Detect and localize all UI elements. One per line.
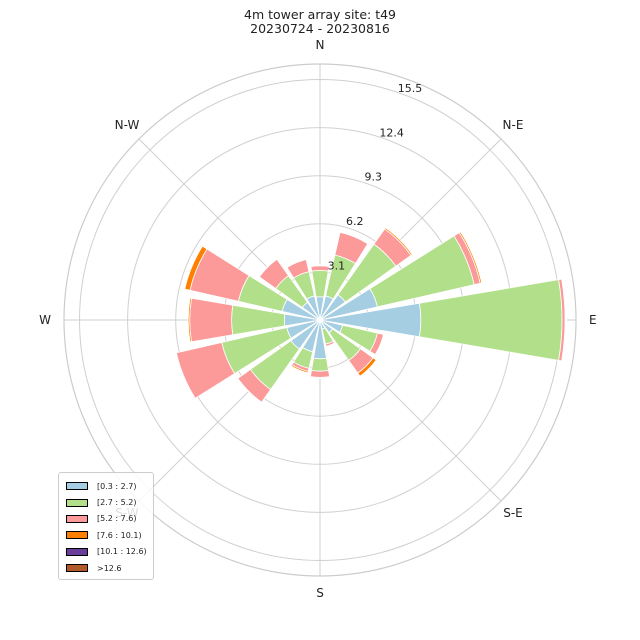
- legend-item: [10.1 : 12.6): [66, 544, 153, 560]
- windrose-bar: [375, 334, 385, 356]
- legend-item: [2.7 : 5.2): [66, 494, 153, 510]
- legend-swatch: [66, 498, 88, 507]
- windrose-bar: [286, 258, 307, 268]
- direction-label: N-E: [503, 118, 524, 132]
- direction-label: W: [39, 313, 51, 327]
- radial-tick-label: 9.3: [364, 171, 382, 184]
- legend-swatch: [66, 564, 88, 573]
- legend-label: [0.3 : 2.7): [97, 481, 137, 491]
- legend-item: [0.3 : 2.7): [66, 478, 153, 494]
- radial-tick-label: 12.4: [379, 126, 404, 139]
- windrose-bar: [339, 230, 369, 244]
- windrose-bar: [310, 265, 330, 272]
- chart-title: 4m tower array site: t49: [244, 7, 396, 22]
- legend-label: [7.6 : 10.1): [97, 530, 142, 540]
- windrose-bar: [189, 297, 234, 343]
- legend-label: [2.7 : 5.2): [97, 498, 137, 508]
- windrose-bar: [562, 278, 568, 362]
- windrose-bar: [310, 357, 330, 372]
- direction-label: S: [316, 586, 324, 600]
- windrose-bar: [309, 370, 331, 378]
- windrose-bar: [187, 297, 191, 343]
- windrose-bar: [385, 226, 414, 255]
- windrose-bars: [174, 226, 568, 404]
- legend-item: [5.2 : 7.6): [66, 511, 153, 527]
- direction-label: S-E: [503, 506, 523, 520]
- windrose-bar: [359, 359, 378, 378]
- legend-label: [5.2 : 7.6): [97, 514, 137, 524]
- windrose-bar: [460, 231, 483, 284]
- direction-label: E: [589, 313, 597, 327]
- windrose-bar: [310, 264, 330, 267]
- direction-label: N-W: [115, 118, 140, 132]
- chart-subtitle: 20230724 - 20230816: [250, 21, 390, 36]
- legend-item: >12.6: [66, 560, 153, 576]
- legend: [0.3 : 2.7) [2.7 : 5.2) [5.2 : 7.6) [7.6…: [58, 472, 154, 580]
- legend-swatch: [66, 547, 88, 556]
- radial-tick-label: 3.1: [328, 260, 346, 273]
- legend-swatch: [66, 531, 88, 540]
- direction-label: N: [316, 38, 325, 52]
- windrose-bar: [325, 343, 336, 348]
- windrose-bar: [183, 245, 203, 290]
- legend-item: [7.6 : 10.1): [66, 527, 153, 543]
- legend-swatch: [66, 482, 88, 491]
- legend-label: >12.6: [97, 563, 122, 573]
- windrose-bar: [236, 378, 262, 404]
- legend-label: [10.1 : 12.6): [97, 547, 147, 557]
- windrose-bar: [309, 376, 331, 379]
- windrose-bar: [290, 365, 309, 374]
- windrose-bar: [174, 352, 196, 400]
- legend-swatch: [66, 514, 88, 523]
- radial-tick-label: 15.5: [398, 82, 423, 95]
- windrose-bar: [257, 257, 277, 277]
- radial-tick-label: 6.2: [346, 215, 364, 228]
